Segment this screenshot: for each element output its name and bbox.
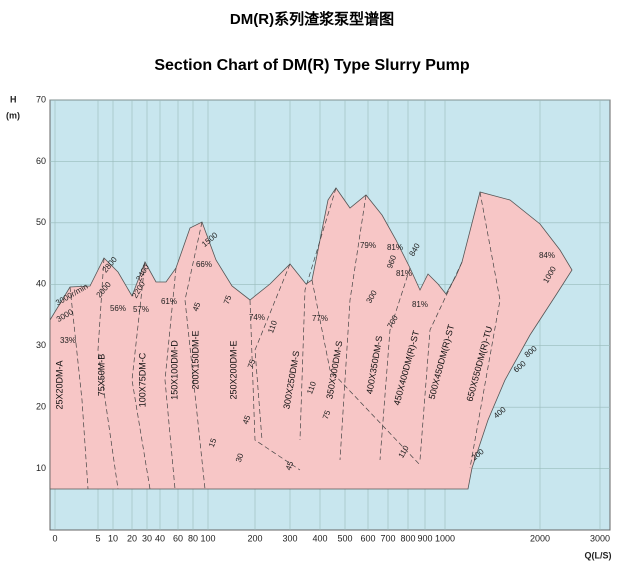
x-tick-label: 300 xyxy=(282,533,297,543)
annotation: 81% xyxy=(387,243,403,252)
model-label: 150X100DM-D xyxy=(169,340,179,400)
x-tick-label: 0 xyxy=(52,533,57,543)
annotation: 45 xyxy=(284,460,296,472)
y-axis-unit: (m) xyxy=(6,110,20,120)
annotation: 110 xyxy=(305,380,318,396)
annotation: 45 xyxy=(241,414,253,426)
x-axis-label: Q(L/S) xyxy=(585,550,612,560)
region-outline xyxy=(249,299,301,471)
model-label: 200X150DM-E xyxy=(190,330,200,389)
x-tick-label: 400 xyxy=(312,533,327,543)
annotation: 45 xyxy=(191,301,203,313)
y-axis-label: H xyxy=(10,94,17,104)
annotation: 79% xyxy=(360,241,376,250)
model-label: 25X20DM-A xyxy=(54,360,64,409)
x-tick-label: 10 xyxy=(108,533,118,543)
annotation: 81% xyxy=(396,269,412,278)
chart-subtitle: Section Chart of DM(R) Type Slurry Pump xyxy=(154,57,470,74)
annotation: 74% xyxy=(249,313,265,322)
annotation: 30 xyxy=(234,452,246,464)
annotation: 960 xyxy=(385,254,398,270)
x-tick-label: 200 xyxy=(247,533,262,543)
region-outline xyxy=(164,267,177,490)
annotation: 33% xyxy=(60,336,76,345)
annotation: 66% xyxy=(196,260,212,269)
model-label: 75X50M-B xyxy=(96,354,106,397)
region-outline xyxy=(131,261,151,490)
x-tick-label: 5 xyxy=(95,533,100,543)
region-outline xyxy=(311,279,421,466)
annotation: 110 xyxy=(266,319,279,335)
y-tick-label: 20 xyxy=(36,402,46,412)
x-tick-label: 30 xyxy=(142,533,152,543)
x-tick-label: 20 xyxy=(127,533,137,543)
region-outline xyxy=(97,257,119,490)
chart-title: DM(R)系列渣浆泵型谱图 xyxy=(230,10,394,28)
y-tick-label: 70 xyxy=(36,94,46,104)
region-outline xyxy=(379,267,411,461)
annotation: 75 xyxy=(246,358,258,370)
y-tick-label: 30 xyxy=(36,340,46,350)
pump-region xyxy=(49,187,573,490)
annotation: 15 xyxy=(207,437,219,449)
annotation: 81% xyxy=(412,300,428,309)
annotation: 61% xyxy=(161,297,177,306)
y-tick-label: 60 xyxy=(36,156,46,166)
annotation: 57% xyxy=(133,305,149,314)
annotation: 56% xyxy=(110,304,126,313)
y-tick-label: 50 xyxy=(36,217,46,227)
x-tick-label: 700 xyxy=(380,533,395,543)
region-outline xyxy=(469,191,501,469)
x-tick-label: 3000 xyxy=(590,533,610,543)
annotation: 77% xyxy=(312,314,328,323)
x-tick-label: 900 xyxy=(417,533,432,543)
x-tick-label: 40 xyxy=(155,533,165,543)
region-outline xyxy=(184,221,206,490)
x-tick-label: 2000 xyxy=(530,533,550,543)
x-tick-label: 800 xyxy=(400,533,415,543)
region-outline xyxy=(339,194,367,461)
x-tick-label: 60 xyxy=(173,533,183,543)
annotation: 84% xyxy=(539,251,555,260)
region-outline xyxy=(299,187,337,441)
region-outline xyxy=(419,261,463,461)
annotation: 75 xyxy=(222,294,234,306)
annotation: 75 xyxy=(321,409,333,421)
y-tick-label: 10 xyxy=(36,463,46,473)
x-tick-label: 500 xyxy=(337,533,352,543)
y-tick-label: 40 xyxy=(36,279,46,289)
model-label: 250X200DM-E xyxy=(228,340,238,399)
region-outline xyxy=(69,286,89,490)
x-tick-label: 80 xyxy=(188,533,198,543)
model-label: 100X75DM-C xyxy=(137,352,147,407)
region-outline xyxy=(254,263,291,441)
x-tick-label: 1000 xyxy=(435,533,455,543)
x-tick-label: 100 xyxy=(200,533,215,543)
x-tick-label: 600 xyxy=(360,533,375,543)
